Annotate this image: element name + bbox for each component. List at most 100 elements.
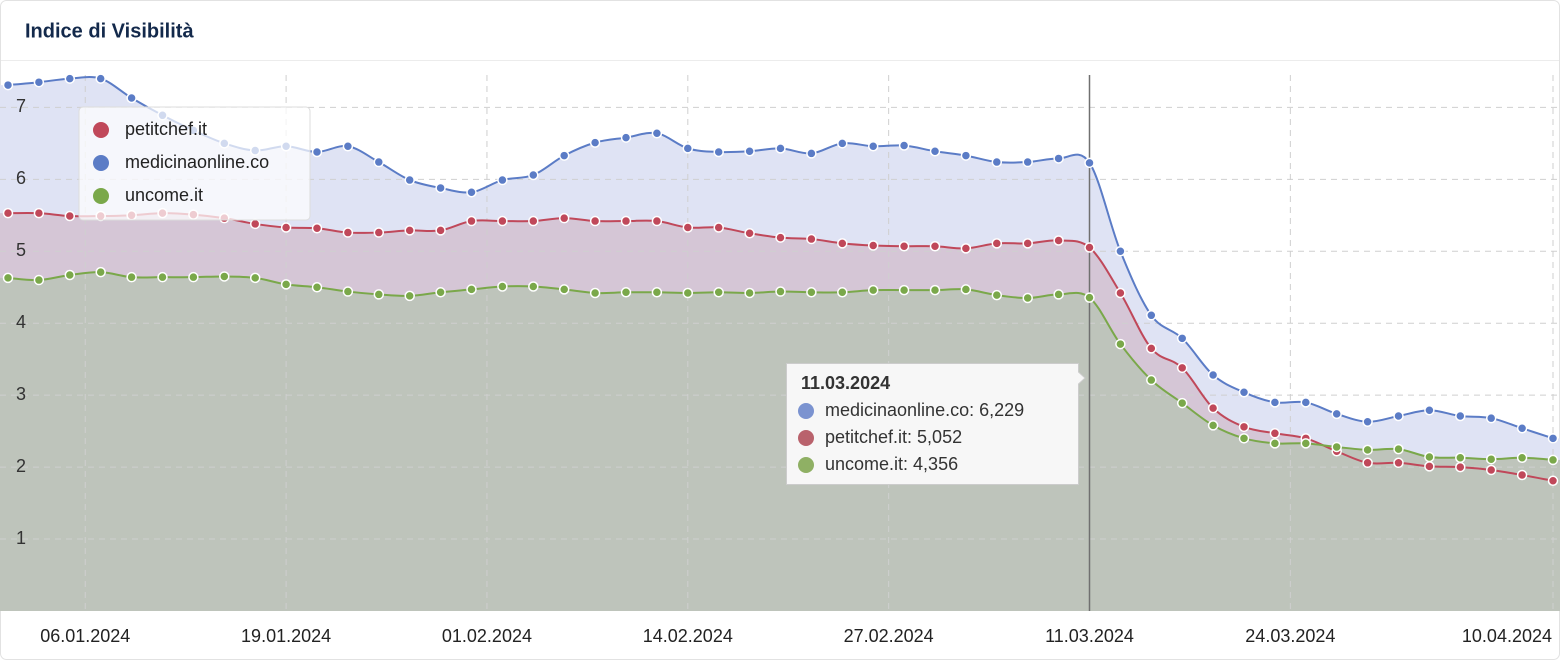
data-point bbox=[867, 140, 879, 152]
data-point bbox=[249, 218, 261, 230]
data-point bbox=[1300, 397, 1312, 408]
data-point bbox=[528, 169, 539, 181]
legend-label: uncome.it bbox=[125, 185, 203, 205]
data-point bbox=[806, 148, 817, 159]
data-point bbox=[589, 287, 601, 299]
data-point bbox=[1269, 397, 1281, 408]
data-point bbox=[1300, 438, 1312, 449]
data-point bbox=[620, 132, 632, 143]
tooltip-entry: petitchef.it: 5,052 bbox=[825, 427, 962, 447]
data-point bbox=[497, 174, 508, 186]
data-point bbox=[682, 222, 694, 233]
data-point bbox=[342, 227, 354, 238]
y-tick-label: 2 bbox=[16, 456, 26, 476]
data-point bbox=[1176, 333, 1188, 344]
data-point bbox=[960, 150, 972, 161]
data-point bbox=[1207, 369, 1219, 381]
data-point bbox=[1053, 235, 1064, 246]
data-point bbox=[311, 281, 323, 293]
data-point bbox=[806, 287, 817, 298]
data-point bbox=[1424, 405, 1435, 416]
data-point bbox=[1516, 469, 1528, 481]
data-point bbox=[1084, 292, 1095, 303]
data-point bbox=[837, 138, 848, 149]
data-point bbox=[589, 137, 601, 148]
data-point bbox=[775, 286, 786, 297]
data-point bbox=[1084, 157, 1095, 169]
data-point bbox=[64, 210, 76, 222]
y-tick-label: 6 bbox=[16, 168, 26, 188]
data-point bbox=[1238, 433, 1250, 444]
data-point bbox=[528, 281, 539, 292]
data-point bbox=[713, 222, 724, 233]
data-point bbox=[837, 287, 848, 298]
data-point bbox=[435, 225, 446, 236]
data-point bbox=[1547, 454, 1559, 466]
data-point bbox=[806, 233, 817, 245]
data-point bbox=[126, 271, 137, 283]
data-point bbox=[1455, 452, 1466, 464]
data-point bbox=[991, 156, 1003, 168]
data-point bbox=[960, 243, 972, 254]
data-point bbox=[33, 207, 45, 219]
data-point bbox=[373, 289, 385, 300]
data-point bbox=[775, 143, 786, 154]
tooltip-box bbox=[786, 363, 1086, 485]
data-point bbox=[404, 174, 415, 186]
data-point bbox=[682, 287, 694, 299]
data-point bbox=[775, 232, 786, 243]
data-point bbox=[1176, 362, 1188, 374]
tooltip-entry: uncome.it: 4,356 bbox=[825, 454, 958, 474]
data-point bbox=[373, 156, 385, 168]
tooltip-marker bbox=[798, 457, 814, 473]
x-tick-label: 06.01.2024 bbox=[40, 626, 130, 646]
data-point bbox=[1455, 461, 1466, 473]
data-point bbox=[1115, 246, 1126, 257]
data-point bbox=[342, 286, 354, 297]
data-point bbox=[991, 289, 1003, 301]
data-point bbox=[867, 284, 879, 296]
data-point bbox=[1115, 287, 1126, 299]
data-point bbox=[373, 227, 385, 238]
y-tick-label: 7 bbox=[16, 96, 26, 116]
x-tick-label: 11.03.2024 bbox=[1045, 626, 1134, 646]
tooltip-title: 11.03.2024 bbox=[801, 373, 890, 393]
data-point bbox=[558, 284, 570, 295]
tooltip-marker bbox=[798, 403, 814, 419]
data-point bbox=[1547, 433, 1559, 444]
data-point bbox=[311, 222, 323, 234]
data-point bbox=[867, 240, 879, 251]
data-point bbox=[1238, 421, 1250, 433]
data-point bbox=[33, 274, 45, 286]
data-point bbox=[744, 146, 755, 157]
data-point bbox=[342, 140, 354, 152]
tooltip-entry: medicinaonline.co: 6,229 bbox=[825, 400, 1024, 420]
series-area bbox=[0, 272, 1560, 611]
data-point bbox=[528, 215, 539, 227]
data-point bbox=[898, 140, 910, 151]
x-tick-label: 14.02.2024 bbox=[643, 626, 733, 646]
x-tick-label: 10.04.2024 bbox=[1462, 626, 1552, 646]
x-tick-label: 27.02.2024 bbox=[844, 626, 934, 646]
data-point bbox=[1485, 453, 1497, 465]
data-point bbox=[929, 284, 941, 296]
data-point bbox=[2, 207, 14, 219]
data-point bbox=[1362, 444, 1373, 456]
data-point bbox=[280, 222, 292, 233]
data-point bbox=[404, 225, 415, 236]
data-point bbox=[837, 238, 848, 249]
y-tick-label: 4 bbox=[16, 312, 26, 332]
data-point bbox=[1455, 410, 1466, 422]
y-tick-label: 5 bbox=[16, 240, 26, 260]
data-point bbox=[219, 271, 230, 282]
data-point bbox=[589, 215, 601, 227]
tooltip-marker bbox=[798, 430, 814, 446]
data-point bbox=[157, 271, 168, 283]
data-point bbox=[497, 215, 508, 227]
data-point bbox=[960, 284, 972, 295]
data-point bbox=[1238, 387, 1250, 398]
data-point bbox=[280, 279, 292, 290]
data-point bbox=[620, 215, 632, 227]
data-point bbox=[744, 287, 755, 299]
data-point bbox=[651, 128, 663, 139]
